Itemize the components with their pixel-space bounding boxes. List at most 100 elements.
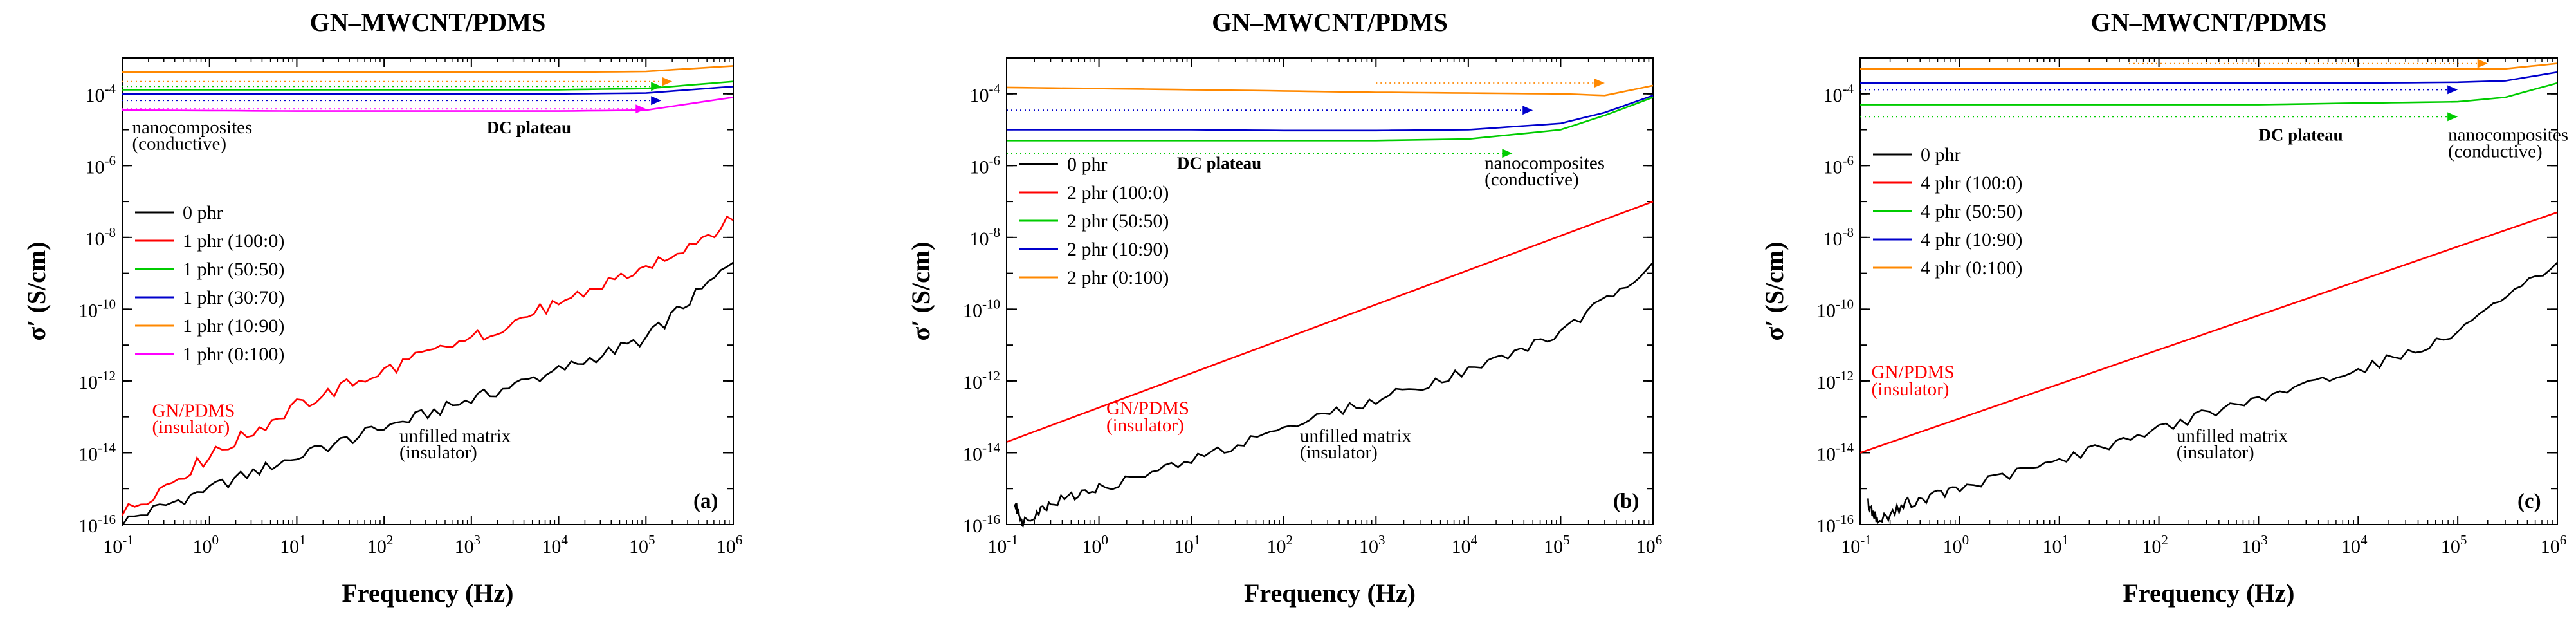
legend-label: 0 phr — [1921, 144, 1961, 165]
series-line — [1860, 82, 2558, 106]
annotation-text: nanocomposites — [1484, 153, 1605, 174]
x-tick-label: 100 — [1082, 532, 1108, 557]
y-tick-label: 10-14 — [78, 440, 116, 465]
legend-label: 4 phr (10:90) — [1921, 229, 2022, 250]
x-tick-label: 106 — [1636, 532, 1663, 557]
series-line — [1860, 62, 2558, 70]
dc-arrow-head — [2447, 112, 2458, 122]
annotation-text: unfilled matrix — [1300, 426, 1412, 447]
x-tick-label: 103 — [1359, 532, 1385, 557]
dc-arrow-head — [1594, 78, 1605, 88]
x-axis-label: Frequency (Hz) — [2123, 579, 2295, 608]
annotation-text: DC plateau — [1177, 154, 1261, 173]
legend-label: 2 phr (100:0) — [1067, 182, 1169, 203]
panel-label: (b) — [1613, 490, 1639, 513]
x-axis-label: Frequency (Hz) — [342, 579, 514, 608]
annotation-text: (insulator) — [399, 442, 477, 463]
x-tick-label: 103 — [2242, 532, 2268, 557]
panel-label: (a) — [693, 490, 718, 513]
annotation-text: nanocomposites — [2448, 124, 2568, 145]
x-tick-label: 103 — [455, 532, 481, 557]
dc-arrow-head — [1502, 149, 1513, 158]
y-tick-label: 10-14 — [963, 440, 1000, 465]
y-tick-label: 10-8 — [970, 225, 1001, 250]
x-tick-label: 105 — [2441, 532, 2467, 557]
legend-label: 2 phr (50:50) — [1067, 210, 1169, 232]
x-tick-label: 101 — [1174, 532, 1201, 557]
series-line — [121, 261, 734, 526]
series-line — [1007, 95, 1654, 132]
legend-label: 0 phr — [1067, 154, 1108, 175]
dc-arrow-head — [2447, 85, 2458, 95]
chart-title: GN–MWCNT/PDMS — [2091, 8, 2327, 37]
y-tick-label: 10-4 — [1823, 81, 1854, 106]
x-tick-label: 106 — [717, 532, 743, 557]
annotation-text: GN/PDMS — [1106, 398, 1189, 418]
dc-arrow-head — [635, 104, 646, 114]
x-tick-label: 100 — [1943, 532, 1969, 557]
y-tick-label: 10-10 — [1816, 296, 1854, 321]
y-tick-label: 10-12 — [78, 368, 116, 393]
x-tick-label: 106 — [2541, 532, 2567, 557]
annotation-text: (conductive) — [2448, 141, 2543, 162]
series-line — [1860, 71, 2558, 84]
series-line — [1867, 261, 2558, 525]
legend-label: 4 phr (100:0) — [1921, 172, 2022, 194]
y-tick-label: 10-4 — [970, 81, 1001, 106]
chart-panel-a: GN–MWCNT/PDMS 10-1 100 101 102 103 104 105 106 10… — [22, 8, 743, 608]
series-line — [1006, 200, 1654, 443]
y-tick-label: 10-16 — [78, 512, 116, 537]
chart-panel-c: GN–MWCNT/PDMS 10-1 100 101 102 103 104 105 106 10… — [1760, 8, 2568, 608]
annotation-text: DC plateau — [487, 118, 571, 137]
x-tick-label: 101 — [280, 532, 306, 557]
dc-arrow-head — [651, 96, 662, 106]
series-line — [121, 215, 734, 516]
series-line — [122, 86, 734, 95]
annotation-text: (insulator) — [1300, 442, 1378, 463]
plot-frame — [1859, 57, 2558, 525]
x-tick-label: 102 — [2142, 532, 2168, 557]
y-tick-label: 10-4 — [86, 81, 116, 106]
plot-frame — [1006, 57, 1654, 525]
x-tick-label: 104 — [2341, 532, 2368, 557]
annotation-text: (conductive) — [132, 133, 226, 154]
legend-label: 0 phr — [183, 202, 223, 223]
y-tick-label: 10-6 — [1823, 153, 1854, 178]
series-line — [122, 80, 734, 91]
y-tick-label: 10-12 — [1816, 368, 1854, 393]
y-tick-label: 10-16 — [963, 512, 1000, 537]
y-axis-label: σ′ (S/cm) — [1760, 241, 1789, 340]
annotation-text: (insulator) — [1106, 415, 1184, 436]
x-axis-label: Frequency (Hz) — [1244, 579, 1416, 608]
y-tick-label: 10-10 — [963, 296, 1000, 321]
legend-label: 4 phr (50:50) — [1921, 201, 2022, 222]
x-tick-label: 102 — [1266, 532, 1293, 557]
x-tick-label: 10-1 — [1841, 532, 1872, 557]
y-tick-label: 10-8 — [86, 225, 116, 250]
annotation-text: DC plateau — [2258, 125, 2343, 144]
annotation-text: unfilled matrix — [2177, 426, 2288, 447]
x-tick-label: 105 — [629, 532, 655, 557]
legend-label: 2 phr (10:90) — [1067, 239, 1169, 260]
x-tick-label: 100 — [192, 532, 219, 557]
x-tick-label: 105 — [1544, 532, 1570, 557]
series-line — [122, 96, 734, 112]
x-tick-label: 101 — [2042, 532, 2069, 557]
series-line — [1014, 261, 1654, 528]
legend-label: 1 phr (100:0) — [183, 230, 284, 252]
dc-arrow-head — [1522, 106, 1533, 115]
legend-label: 1 phr (10:90) — [183, 315, 284, 337]
y-axis-label: σ′ (S/cm) — [906, 241, 935, 340]
chart-title: GN–MWCNT/PDMS — [1212, 8, 1448, 37]
legend-label: 2 phr (0:100) — [1067, 267, 1169, 288]
annotation-text: unfilled matrix — [399, 426, 511, 447]
x-tick-label: 104 — [542, 532, 568, 557]
legend-label: 1 phr (30:70) — [183, 287, 284, 308]
y-tick-label: 10-6 — [86, 153, 116, 178]
dc-arrow-head — [2477, 59, 2488, 68]
y-tick-label: 10-6 — [970, 153, 1001, 178]
x-tick-label: 102 — [367, 532, 394, 557]
annotation-text: (insulator) — [1872, 379, 1950, 400]
plot-frame — [122, 57, 734, 525]
